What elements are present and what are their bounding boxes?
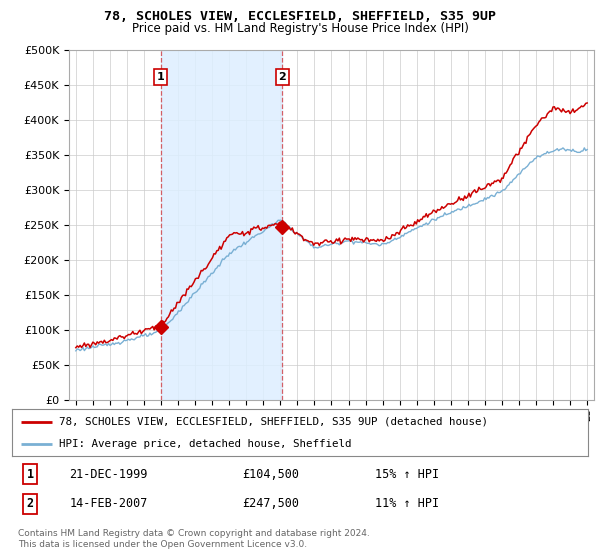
Text: 14-FEB-2007: 14-FEB-2007 bbox=[70, 497, 148, 510]
Text: 78, SCHOLES VIEW, ECCLESFIELD, SHEFFIELD, S35 9UP (detached house): 78, SCHOLES VIEW, ECCLESFIELD, SHEFFIELD… bbox=[59, 417, 488, 427]
Text: HPI: Average price, detached house, Sheffield: HPI: Average price, detached house, Shef… bbox=[59, 438, 352, 449]
Text: 21-DEC-1999: 21-DEC-1999 bbox=[70, 468, 148, 480]
Text: Contains HM Land Registry data © Crown copyright and database right 2024.
This d: Contains HM Land Registry data © Crown c… bbox=[18, 529, 370, 549]
Text: 78, SCHOLES VIEW, ECCLESFIELD, SHEFFIELD, S35 9UP: 78, SCHOLES VIEW, ECCLESFIELD, SHEFFIELD… bbox=[104, 10, 496, 23]
Text: £247,500: £247,500 bbox=[242, 497, 299, 510]
Text: 2: 2 bbox=[26, 497, 34, 510]
Text: Price paid vs. HM Land Registry's House Price Index (HPI): Price paid vs. HM Land Registry's House … bbox=[131, 22, 469, 35]
Text: £104,500: £104,500 bbox=[242, 468, 299, 480]
Text: 1: 1 bbox=[157, 72, 164, 82]
Text: 2: 2 bbox=[278, 72, 286, 82]
Text: 1: 1 bbox=[26, 468, 34, 480]
Text: 11% ↑ HPI: 11% ↑ HPI bbox=[375, 497, 439, 510]
Text: 15% ↑ HPI: 15% ↑ HPI bbox=[375, 468, 439, 480]
Bar bbox=[161, 50, 283, 400]
